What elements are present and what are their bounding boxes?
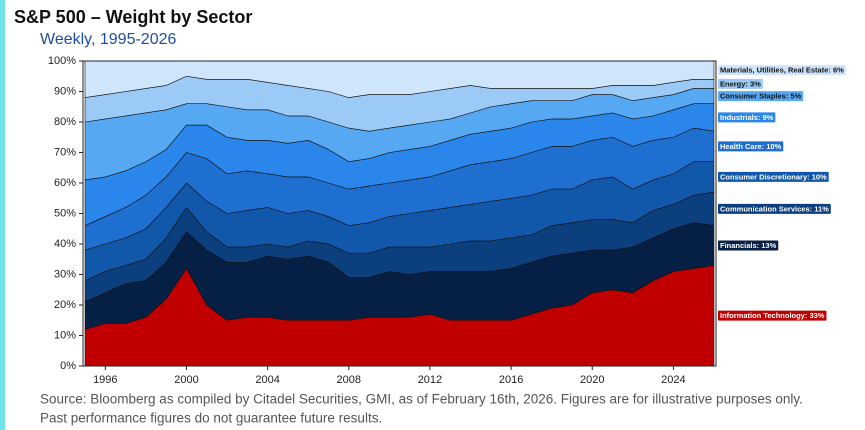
legend-label: Industrials: 9%	[720, 113, 774, 122]
legend-label: Energy: 3%	[720, 79, 761, 88]
source-note: Past performance figures do not guarante…	[40, 411, 382, 426]
y-tick-label: 90%	[54, 85, 76, 97]
legend-label: Consumer Discretionary: 10%	[720, 172, 827, 181]
legend-box	[718, 78, 763, 89]
legend-label: Information Technology: 33%	[720, 311, 825, 320]
x-tick-label: 2004	[255, 374, 279, 386]
y-tick-label: 50%	[54, 207, 76, 219]
y-tick-label: 80%	[54, 116, 76, 128]
chart-title: S&P 500 – Weight by Sector	[14, 7, 252, 27]
y-tick-label: 40%	[54, 238, 76, 250]
legend-box	[718, 112, 776, 123]
legend-label: Health Care: 10%	[720, 142, 782, 151]
y-tick-label: 20%	[54, 299, 76, 311]
legend-box	[718, 310, 827, 321]
x-tick-label: 2008	[337, 374, 361, 386]
legend-label: Materials, Utilities, Real Estate: 6%	[720, 66, 844, 75]
source-note: Source: Bloomberg as compiled by Citadel…	[40, 392, 803, 407]
legend-box	[718, 203, 831, 214]
accent-bar	[0, 0, 5, 430]
y-tick-label: 100%	[48, 55, 76, 67]
x-tick-label: 2016	[499, 374, 523, 386]
legend-label: Consumer Staples: 5%	[720, 92, 802, 101]
y-tick-label: 70%	[54, 146, 76, 158]
y-tick-label: 0%	[60, 360, 76, 372]
legend-box	[718, 65, 846, 76]
legend-box	[718, 91, 804, 102]
y-tick-label: 30%	[54, 268, 76, 280]
legend-box	[718, 141, 784, 152]
x-tick-label: 1996	[93, 374, 117, 386]
y-tick-label: 10%	[54, 329, 76, 341]
legend-label: Communication Services: 11%	[720, 204, 829, 213]
legend-box	[718, 240, 779, 251]
x-tick-label: 2000	[174, 374, 198, 386]
chart-subtitle: Weekly, 1995-2026	[40, 31, 176, 48]
x-tick-label: 2012	[418, 374, 442, 386]
y-tick-label: 60%	[54, 177, 76, 189]
x-tick-label: 2020	[580, 374, 604, 386]
x-tick-label: 2024	[661, 374, 685, 386]
legend-label: Financials: 13%	[720, 241, 777, 250]
legend-box	[718, 171, 829, 182]
